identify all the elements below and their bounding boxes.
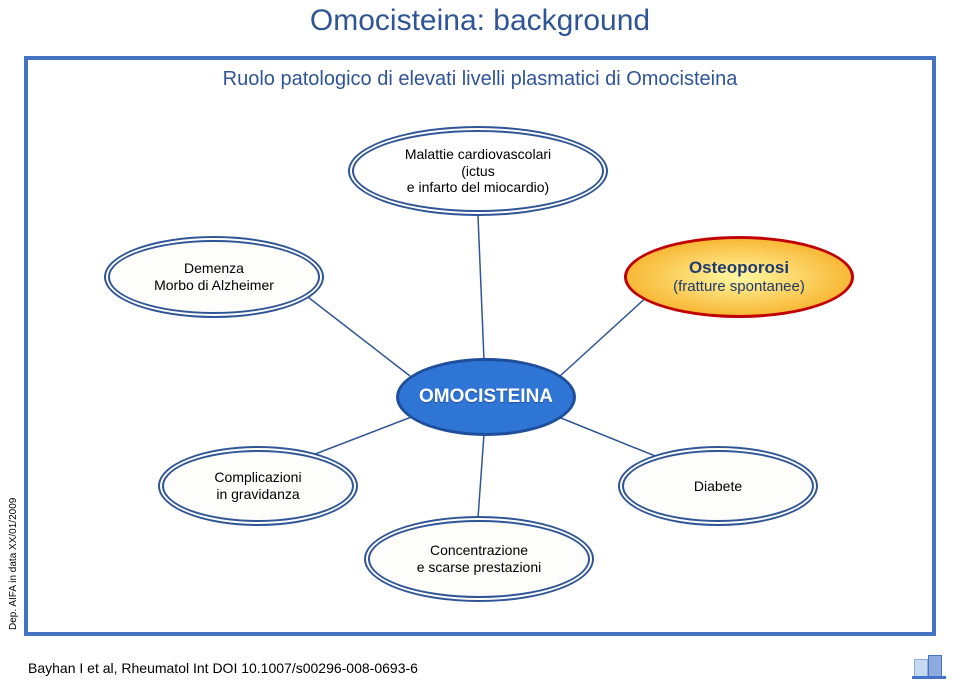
- node-diabete: Diabete: [618, 446, 818, 526]
- page-title: Omocisteina: background: [0, 4, 960, 38]
- logo-icon: [914, 655, 948, 679]
- node-conc: Concentrazionee scarse prestazioni: [364, 516, 594, 602]
- content-panel: Ruolo patologico di elevati livelli plas…: [24, 56, 936, 636]
- node-gravidanza: Complicazioniin gravidanza: [158, 446, 358, 526]
- node-demenza: DemenzaMorbo di Alzheimer: [104, 236, 324, 318]
- node-osteo: Osteoporosi(fratture spontanee): [624, 236, 854, 318]
- content-panel-inner: Ruolo patologico di elevati livelli plas…: [28, 60, 932, 632]
- node-cardio: Malattie cardiovascolari(ictuse infarto …: [348, 126, 608, 216]
- citation: Bayhan I et al, Rheumatol Int DOI 10.100…: [28, 660, 418, 676]
- slide-root: Omocisteina: background Ruolo patologico…: [0, 0, 960, 687]
- node-center: OMOCISTEINA: [396, 358, 576, 436]
- side-note: Dep. AIFA in data XX/01/2009: [8, 498, 19, 630]
